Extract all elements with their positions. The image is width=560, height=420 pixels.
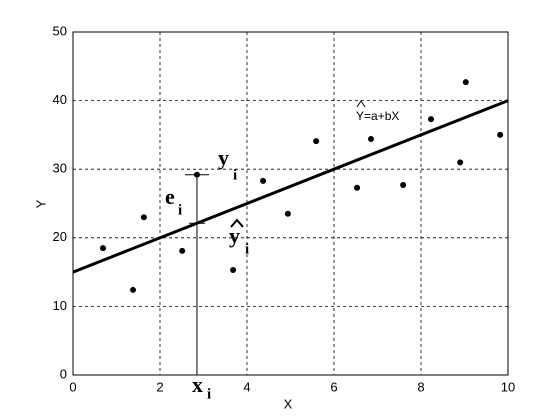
annotation: y <box>218 145 229 170</box>
plot-frame <box>72 31 509 376</box>
point <box>367 136 374 143</box>
regression-line <box>72 99 509 274</box>
hat <box>356 100 366 108</box>
x-tick-label: 0 <box>69 379 76 394</box>
point <box>284 210 291 217</box>
annotation: x <box>192 372 203 397</box>
annotation-sub: i <box>233 167 237 183</box>
point <box>462 79 469 86</box>
annotation-sub: i <box>178 202 182 218</box>
point <box>193 171 200 178</box>
x-tick-label: 2 <box>156 379 163 394</box>
y-axis-label: Y <box>33 199 48 208</box>
point <box>100 245 107 252</box>
x-axis-label: X <box>284 396 293 411</box>
x-tick-label: 6 <box>330 379 337 394</box>
y-tick-label: 0 <box>60 366 67 381</box>
annotation: e <box>165 184 175 209</box>
annotation: y <box>229 223 240 248</box>
point <box>428 116 435 123</box>
hat <box>230 218 244 228</box>
x-tick-label: 8 <box>417 379 424 394</box>
y-tick-label: 40 <box>53 92 67 107</box>
point <box>313 138 320 145</box>
y-tick-label: 10 <box>53 298 67 313</box>
equation-label: Y=a+bX <box>356 109 399 123</box>
point <box>400 181 407 188</box>
y-tick-label: 20 <box>53 229 67 244</box>
x-tick-label: 4 <box>243 379 250 394</box>
point <box>130 286 137 293</box>
annotation-sub: i <box>245 241 249 257</box>
point <box>260 177 267 184</box>
point <box>497 131 504 138</box>
point <box>457 159 464 166</box>
y-tick-label: 30 <box>53 161 67 176</box>
annotation-sub: i <box>207 386 211 402</box>
point <box>179 247 186 254</box>
point <box>354 184 361 191</box>
point <box>140 214 147 221</box>
x-tick-label: 10 <box>501 379 515 394</box>
point <box>230 267 237 274</box>
y-tick-label: 50 <box>53 23 67 38</box>
